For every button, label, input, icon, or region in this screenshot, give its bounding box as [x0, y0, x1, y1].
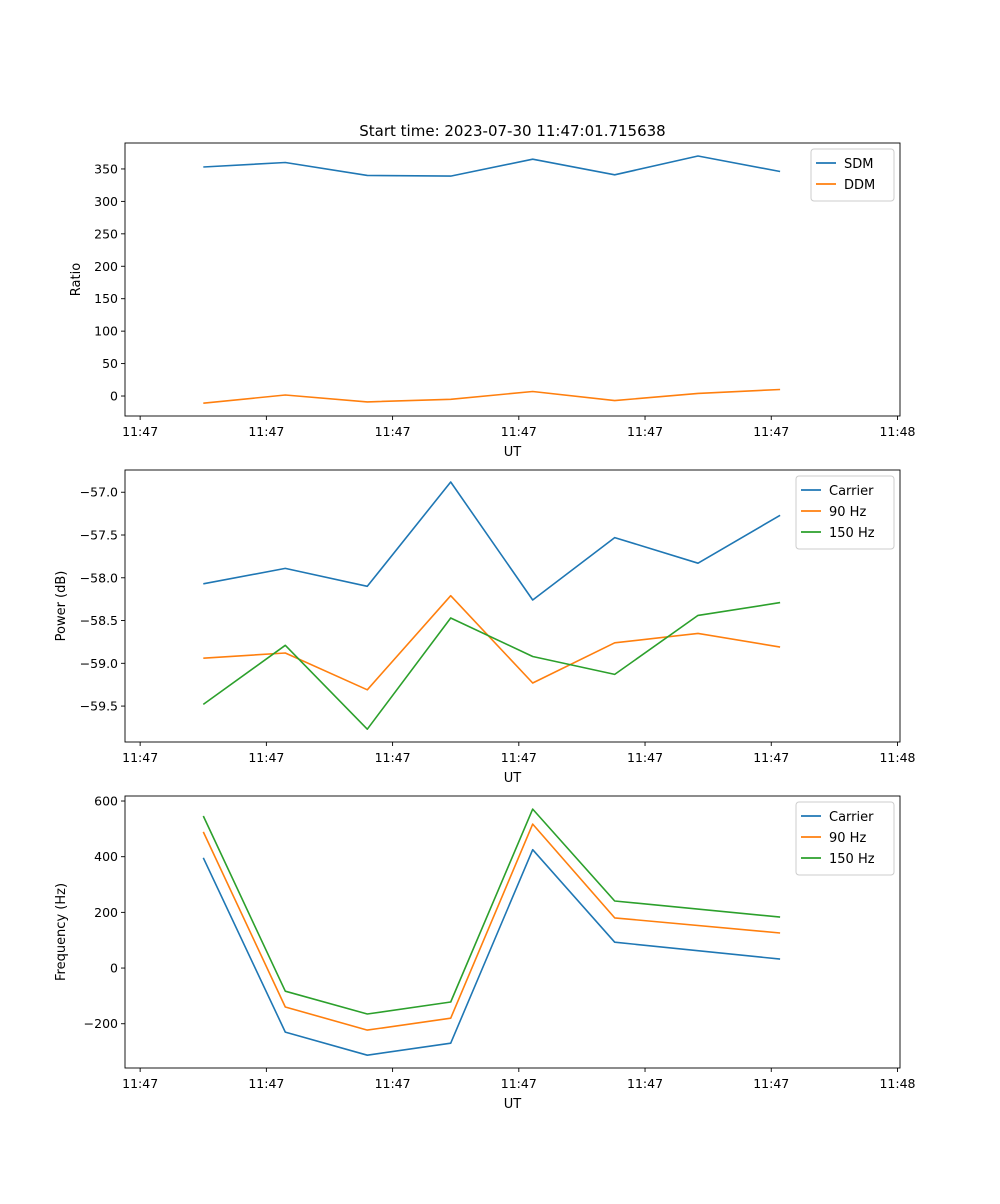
x-tick-label: 11:48 — [879, 1076, 915, 1091]
y-tick-label: 0 — [110, 961, 118, 976]
y-tick-label: 400 — [94, 849, 118, 864]
y-tick-label: −57.0 — [80, 485, 118, 500]
series-line-90-hz — [202, 823, 781, 1031]
y-tick-label: −59.5 — [80, 699, 118, 714]
x-axis-label: UT — [504, 445, 522, 460]
x-tick-label: 11:47 — [122, 1076, 158, 1091]
x-tick-label: 11:47 — [627, 1076, 663, 1091]
series-line-carrier — [203, 481, 781, 601]
series-line-90-hz — [203, 594, 781, 691]
y-tick-label: −200 — [84, 1016, 118, 1031]
y-tick-label: −57.5 — [80, 528, 118, 543]
legend-box — [795, 475, 895, 550]
x-tick-label: 11:47 — [753, 424, 789, 439]
x-tick-label: 11:48 — [879, 424, 915, 439]
x-tick-label: 11:47 — [753, 750, 789, 765]
x-tick-label: 11:47 — [501, 750, 537, 765]
series-line-150-hz — [202, 601, 781, 731]
legend-label: Carrier — [829, 810, 874, 825]
x-tick-label: 11:47 — [248, 750, 284, 765]
x-tick-label: 11:47 — [122, 424, 158, 439]
x-tick-label: 11:47 — [375, 424, 411, 439]
legend-box — [810, 148, 895, 202]
y-tick-label: 350 — [94, 161, 118, 176]
legend-label: DDM — [844, 178, 875, 193]
y-tick-label: −59.0 — [80, 656, 118, 671]
x-tick-label: 11:47 — [501, 424, 537, 439]
y-tick-label: 0 — [110, 389, 118, 404]
y-axis-label: Power (dB) — [54, 571, 69, 642]
y-tick-label: 300 — [94, 194, 118, 209]
x-tick-label: 11:48 — [879, 750, 915, 765]
x-tick-label: 11:47 — [122, 750, 158, 765]
y-tick-label: 250 — [94, 226, 118, 241]
axes-frame — [124, 469, 901, 743]
y-axis-label: Ratio — [69, 263, 84, 296]
x-tick-label: 11:47 — [627, 424, 663, 439]
axes-frame — [124, 795, 901, 1069]
x-axis-label: UT — [504, 771, 522, 786]
legend-label: Carrier — [829, 484, 874, 499]
y-tick-label: 600 — [94, 794, 118, 809]
x-tick-label: 11:47 — [248, 424, 284, 439]
legend-label: SDM — [844, 157, 873, 172]
legend-box — [795, 801, 895, 876]
x-tick-label: 11:47 — [375, 1076, 411, 1091]
x-axis-label: UT — [504, 1097, 522, 1112]
series-line-carrier — [202, 848, 781, 1056]
axes-frame — [124, 142, 901, 417]
x-tick-label: 11:47 — [501, 1076, 537, 1091]
legend-label: 150 Hz — [829, 526, 875, 541]
y-tick-label: 150 — [94, 291, 118, 306]
legend-label: 150 Hz — [829, 852, 875, 867]
series-line-150-hz — [202, 808, 781, 1015]
series-line-ddm — [203, 388, 781, 404]
y-tick-label: 100 — [94, 324, 118, 339]
series-line-sdm — [203, 155, 781, 177]
x-tick-label: 11:47 — [248, 1076, 284, 1091]
legend-label: 90 Hz — [829, 831, 866, 846]
y-tick-label: −58.5 — [80, 613, 118, 628]
y-tick-label: 200 — [94, 905, 118, 920]
y-tick-label: −58.0 — [80, 570, 118, 585]
legend-label: 90 Hz — [829, 505, 866, 520]
y-tick-label: 200 — [94, 259, 118, 274]
y-tick-label: 50 — [102, 356, 118, 371]
y-axis-label: Frequency (Hz) — [54, 883, 69, 981]
x-tick-label: 11:47 — [753, 1076, 789, 1091]
figure-title: Start time: 2023-07-30 11:47:01.715638 — [359, 122, 665, 140]
x-tick-label: 11:47 — [627, 750, 663, 765]
x-tick-label: 11:47 — [375, 750, 411, 765]
